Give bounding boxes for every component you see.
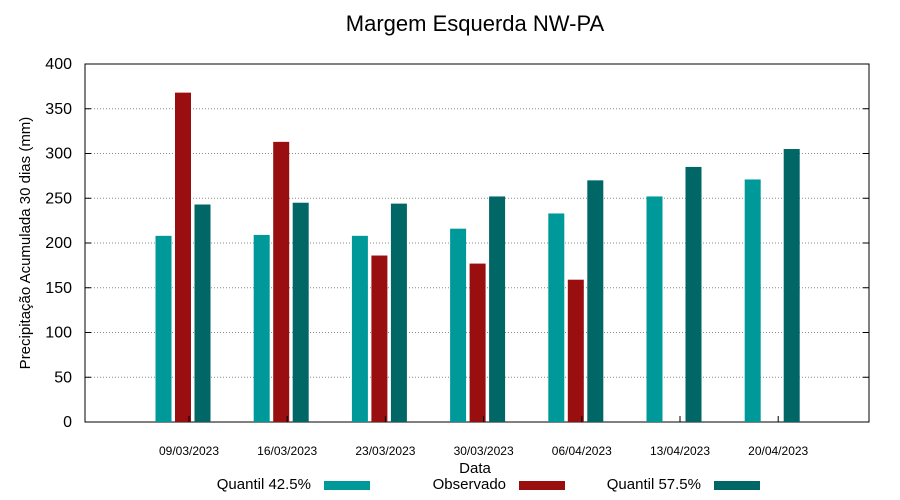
y-tick-label: 100: [45, 325, 72, 342]
x-axis-ticks: 09/03/2023 16/03/2023 23/03/2023 30/03/2023…: [159, 416, 809, 458]
bar-quantil-57: [489, 196, 506, 422]
bar-observado: [371, 255, 388, 422]
bar-quantil-42: [351, 235, 368, 422]
legend-label: Quantil 57.5%: [607, 476, 701, 493]
legend-swatch: [714, 481, 760, 490]
y-tick-label: 400: [45, 56, 72, 73]
legend-label: Quantil 42.5%: [217, 476, 311, 493]
bar-observado: [567, 279, 584, 422]
y-tick-label: 150: [45, 280, 72, 297]
y-tick-label: 300: [45, 146, 72, 163]
y-axis-ticks: 0 50 100 150 200 250 300 350 400: [45, 56, 869, 431]
bar-quantil-57: [194, 204, 211, 422]
x-tick-label: 16/03/2023: [257, 444, 317, 458]
bar-observado: [273, 141, 290, 423]
bar-quantil-57: [685, 166, 702, 422]
bar-quantil-42: [646, 196, 663, 422]
legend-label: Observado: [433, 476, 506, 493]
x-tick-label: 06/04/2023: [552, 444, 612, 458]
y-tick-label: 200: [45, 235, 72, 252]
bar-quantil-42: [253, 234, 270, 422]
chart-title: Margem Esquerda NW-PA: [346, 11, 605, 36]
bar-quantil-42: [450, 228, 467, 422]
bar-observado: [175, 92, 191, 422]
x-tick-label: 09/03/2023: [159, 444, 219, 458]
legend: Quantil 42.5% Observado Quantil 57.5%: [217, 476, 760, 493]
y-axis-label: Precipitação Acumulada 30 dias (mm): [17, 117, 34, 370]
x-tick-label: 23/03/2023: [355, 444, 415, 458]
bar-quantil-42: [548, 213, 565, 422]
y-tick-label: 350: [45, 101, 72, 118]
y-tick-label: 250: [45, 190, 72, 207]
x-axis-label: Data: [459, 460, 491, 477]
x-tick-label: 13/04/2023: [650, 444, 710, 458]
bar-quantil-57: [292, 202, 309, 422]
bars: [155, 92, 800, 423]
bar-quantil-42: [155, 235, 172, 422]
bar-quantil-57: [587, 180, 604, 422]
y-tick-label: 50: [54, 369, 72, 386]
bar-observado: [469, 263, 486, 422]
legend-swatch: [324, 481, 370, 490]
y-tick-label: 0: [63, 414, 72, 431]
bar-quantil-57: [390, 203, 407, 422]
bar-quantil-42: [744, 179, 761, 422]
bar-quantil-57: [783, 149, 800, 422]
legend-swatch: [519, 481, 565, 490]
x-tick-label: 30/03/2023: [454, 444, 514, 458]
x-tick-label: 20/04/2023: [748, 444, 808, 458]
